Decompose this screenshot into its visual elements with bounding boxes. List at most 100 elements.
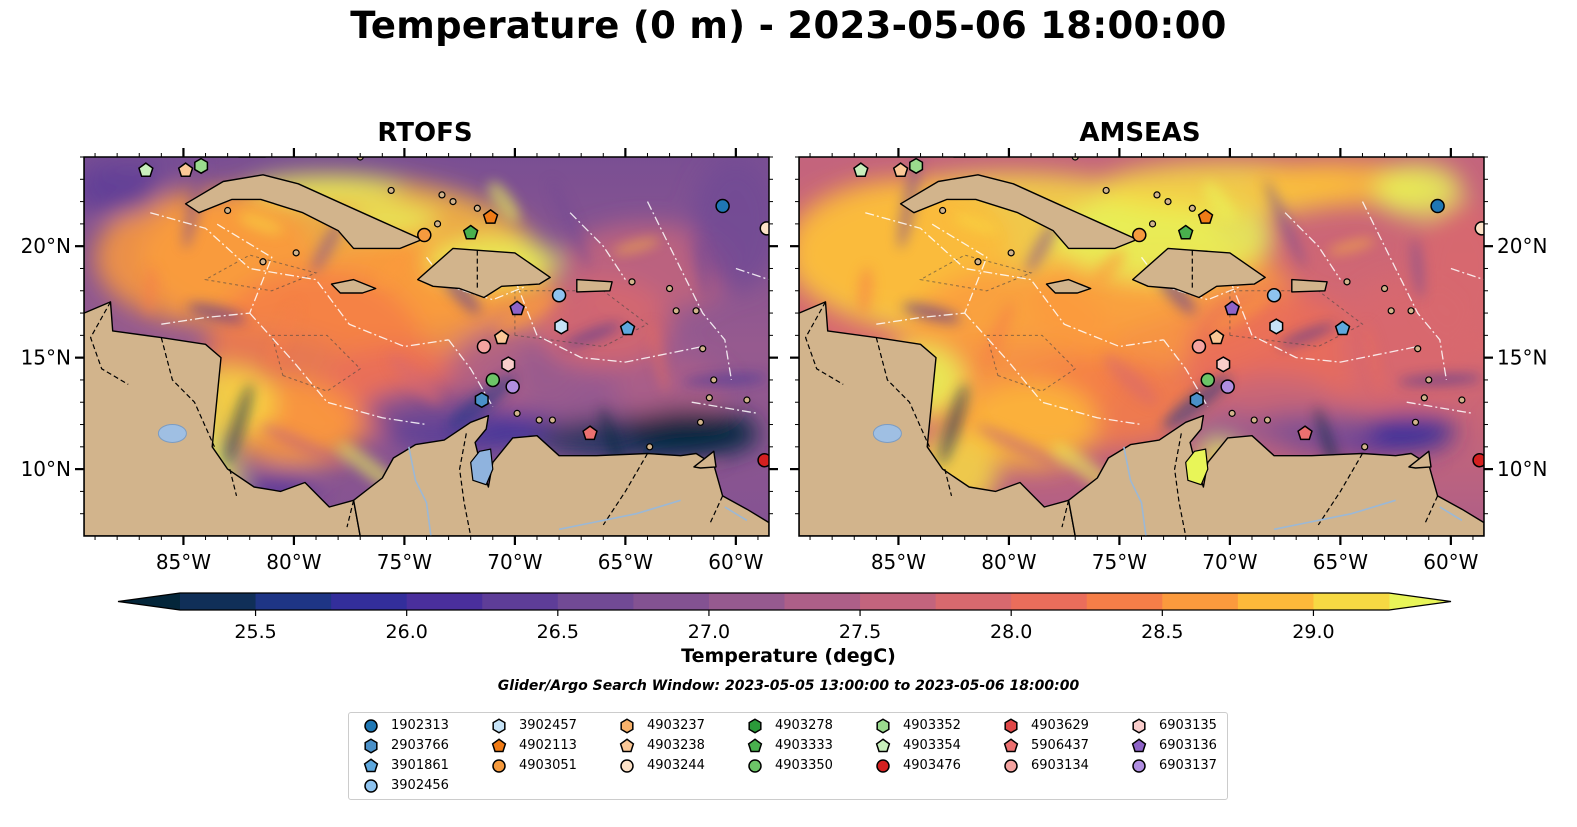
- hexagon-marker-icon: [364, 738, 378, 754]
- lon-tick-label: 75°W: [377, 550, 432, 574]
- pentagon-marker-icon: [1003, 738, 1019, 753]
- land-hispaniola: [417, 247, 551, 299]
- search-window-note: Glider/Argo Search Window: 2023-05-05 13…: [497, 678, 1080, 694]
- platform-marker-4903350: [485, 372, 501, 388]
- colorbar-label: Temperature (degC): [681, 645, 896, 667]
- legend-label: 3902457: [519, 718, 577, 733]
- platform-marker-4903051: [417, 227, 432, 243]
- land-south-america: [352, 414, 769, 536]
- platform-marker-6903136: [1224, 300, 1240, 316]
- platform-marker-4903352: [909, 157, 924, 175]
- legend-label: 4903237: [647, 718, 705, 733]
- platform-marker-4903333: [462, 224, 479, 240]
- land-florida: [953, 157, 982, 158]
- platform-marker-6903135: [1216, 356, 1231, 373]
- land-trinidad: [1408, 450, 1432, 469]
- panel-title-amseas: AMSEAS: [1079, 118, 1201, 148]
- legend-marker: [363, 758, 379, 773]
- platform-marker-4903244: [759, 221, 769, 236]
- map-figure: 85°W 80°W 75°W 70°W 65°W 60°W 20°N 15°N 10°N 85°…: [21, 148, 1547, 574]
- circle-marker-icon: [492, 759, 506, 773]
- platform-marker-4903476: [1472, 452, 1484, 468]
- pentagon-marker-icon: [619, 738, 635, 753]
- legend-marker: [1004, 718, 1018, 734]
- legend-label: 6903134: [1031, 758, 1089, 773]
- lon-tick-label: 80°W: [981, 550, 1036, 574]
- legend-label: 4903350: [775, 758, 833, 773]
- lon-tick-label: 65°W: [1313, 550, 1368, 574]
- legend-marker: [364, 779, 378, 793]
- lat-tick-label: 20°N: [21, 234, 71, 258]
- platform-marker-3901861: [619, 320, 636, 336]
- platform-marker-6903136: [509, 300, 525, 316]
- legend-marker: [1003, 738, 1019, 753]
- platform-marker-3902457: [554, 318, 569, 335]
- pentagon-marker-icon: [747, 738, 763, 753]
- lake-nicaragua: [157, 423, 187, 443]
- lat-tick-label: 15°N: [1497, 346, 1547, 370]
- platform-marker-4903350: [1200, 372, 1216, 388]
- land-south-america: [1067, 414, 1484, 536]
- circle-marker-icon: [876, 759, 890, 773]
- map-panel-rtofs: 85°W 80°W 75°W 70°W 65°W 60°W 20°N 15°N 10°N: [21, 148, 778, 574]
- platform-legend: 1902313 2903766 3901861 3902456 3902457 49021…: [348, 712, 1228, 800]
- platform-marker-6903137: [505, 379, 520, 394]
- platform-marker-2903766: [1189, 391, 1204, 409]
- pentagon-marker-icon: [363, 758, 379, 773]
- circle-marker-icon: [364, 719, 378, 733]
- platform-marker-6903137: [1220, 379, 1235, 394]
- land-hispaniola: [1132, 247, 1266, 299]
- platform-marker-4903352: [194, 157, 209, 175]
- platform-marker-4903051: [1132, 227, 1147, 243]
- legend-label: 4903278: [775, 718, 833, 733]
- platform-marker-2903766: [474, 391, 489, 409]
- legend-marker: [492, 718, 506, 734]
- legend-marker: [876, 759, 890, 773]
- lake-nicaragua: [872, 423, 902, 443]
- platform-marker-4903476: [757, 452, 769, 468]
- legend-marker: [620, 759, 634, 773]
- land-cuba: [184, 174, 423, 250]
- platform-marker-3902456: [1266, 287, 1282, 303]
- circle-marker-icon: [620, 759, 634, 773]
- lake-maracaibo: [470, 448, 494, 486]
- platform-marker-6903134: [476, 339, 492, 354]
- circle-marker-icon: [748, 759, 762, 773]
- legend-label: 4903244: [647, 758, 705, 773]
- pentagon-marker-icon: [1131, 738, 1147, 753]
- platform-marker-5906437: [582, 425, 598, 441]
- legend-marker: [619, 738, 635, 753]
- legend-label: 4903354: [903, 738, 961, 753]
- platform-marker-4903238: [177, 162, 194, 178]
- lon-tick-label: 60°W: [1423, 550, 1478, 574]
- lon-tick-label: 60°W: [708, 550, 763, 574]
- land-jamaica: [1045, 278, 1092, 294]
- legend-label: 4903051: [519, 758, 577, 773]
- platform-marker-4903354: [853, 162, 869, 178]
- lon-tick-label: 70°W: [487, 550, 542, 574]
- legend-label: 4903476: [903, 758, 961, 773]
- legend-marker: [491, 738, 507, 753]
- legend-label: 4903238: [647, 738, 705, 753]
- lat-tick-label: 10°N: [21, 457, 71, 481]
- legend-marker: [1132, 759, 1146, 773]
- platform-marker-4902113: [1197, 208, 1214, 224]
- lon-tick-label: 75°W: [1092, 550, 1147, 574]
- legend-label: 3902456: [391, 778, 449, 793]
- legend-marker: [875, 738, 891, 753]
- lon-tick-label: 85°W: [871, 550, 926, 574]
- platform-marker-1902313: [1430, 198, 1445, 214]
- legend-marker: [620, 718, 634, 734]
- platform-marker-1902313: [715, 198, 730, 214]
- land-jamaica: [330, 278, 377, 294]
- platform-marker-6903134: [1191, 339, 1207, 354]
- legend-marker: [747, 738, 763, 753]
- legend-label: 5906437: [1031, 738, 1089, 753]
- land-trinidad: [693, 450, 717, 469]
- legend-label: 1902313: [391, 718, 449, 733]
- land-puerto-rico: [576, 278, 613, 293]
- figure-title: Temperature (0 m) - 2023-05-06 18:00:00: [350, 4, 1227, 47]
- panel-title-rtofs: RTOFS: [377, 118, 473, 148]
- platform-marker-4903354: [138, 162, 154, 178]
- land-cuba: [899, 174, 1138, 250]
